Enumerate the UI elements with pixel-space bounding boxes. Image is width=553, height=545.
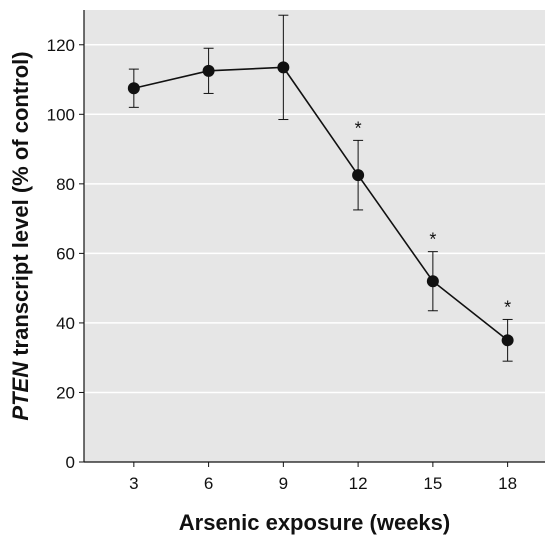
data-points [127,61,514,347]
data-point [501,334,514,347]
data-point [426,275,439,288]
y-tick-label: 80 [56,175,75,194]
y-tick-label: 60 [56,244,75,263]
x-tick-label: 9 [279,474,288,493]
x-axis: 3 6 9 12 15 18 [84,461,545,493]
gridlines [84,44,545,394]
data-point [127,82,140,95]
significance-markers: * * * [355,118,512,317]
y-axis-title-rest: transcript level (% of control) [8,51,33,362]
significance-star: * [355,118,362,138]
x-tick-label: 15 [423,474,442,493]
y-tick-label: 0 [66,453,75,472]
y-axis-title-gene: PTEN [8,361,33,421]
y-tick-label: 20 [56,383,75,402]
x-tick-label: 18 [498,474,517,493]
plot-area [84,10,545,462]
x-tick-label: 6 [204,474,213,493]
x-tick-label: 3 [129,474,138,493]
data-point [352,169,365,182]
series-line [133,66,509,341]
data-point [277,61,290,74]
x-tick-label: 12 [349,474,368,493]
significance-star: * [429,230,436,250]
x-axis-title: Arsenic exposure (weeks) [179,510,450,535]
y-tick-label: 100 [47,105,75,124]
y-axis-title: PTEN transcript level (% of control) [8,51,33,420]
y-axis: 0 20 40 60 80 100 120 [47,10,85,472]
y-tick-label: 120 [47,36,75,55]
significance-star: * [504,297,511,317]
y-tick-label: 40 [56,314,75,333]
data-point [202,64,215,77]
